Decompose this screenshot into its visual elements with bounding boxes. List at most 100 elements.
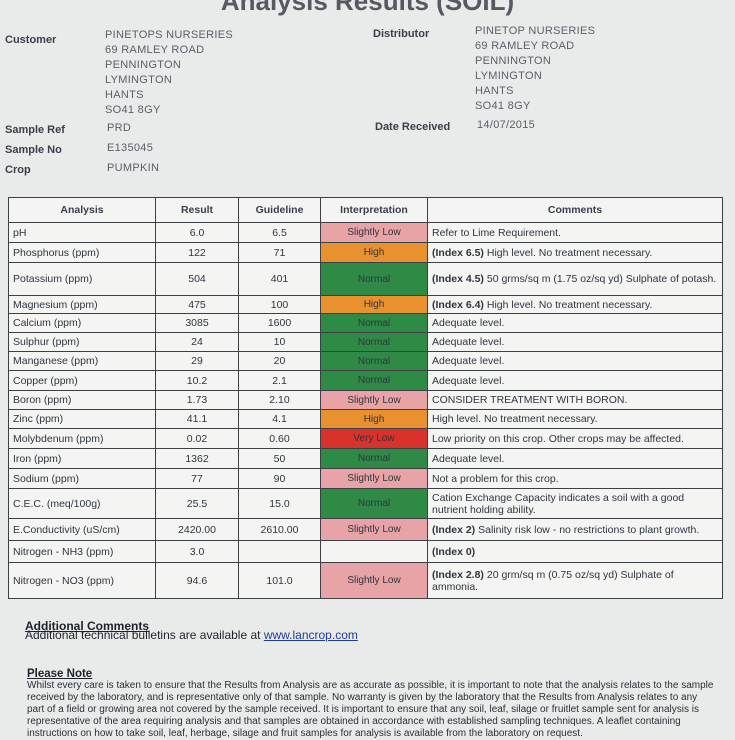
guideline: 1600 xyxy=(238,313,321,333)
table-row: pH 6.0 6.5 Slightly Low Refer to Lime Requir… xyxy=(8,222,723,243)
guideline: 2.1 xyxy=(238,370,321,391)
address-line: PENNINGTON xyxy=(475,55,552,67)
analysis: Nitrogen - NH3 (ppm) xyxy=(8,540,156,563)
table-row: Calcium (ppm) 3085 1600 Normal Adequate leve… xyxy=(8,313,723,333)
result: 0.02 xyxy=(155,428,239,449)
comment-index: (Index 6.4) xyxy=(432,298,484,311)
column-header: Comments xyxy=(427,197,723,223)
comment: Cation Exchange Capacity indicates a soi… xyxy=(427,488,723,519)
comment-text: High level. No treatment necessary. xyxy=(432,413,598,425)
comment-text: Refer to Lime Requirement. xyxy=(432,226,561,239)
analysis: E.Conductivity (uS/cm) xyxy=(8,518,156,541)
sample-ref-label: Sample Ref xyxy=(5,124,65,136)
comment-text: High level. No treatment necessary. xyxy=(486,298,653,311)
comment-text: CONSIDER TREATMENT WITH BORON. xyxy=(432,394,628,406)
comment: Adequate level. xyxy=(427,448,723,469)
interpretation: High xyxy=(320,295,428,314)
analysis: Molybdenum (ppm) xyxy=(8,428,156,449)
comment-text: Salinity risk low - no restrictions to p… xyxy=(478,523,700,536)
table-row: Boron (ppm) 1.73 2.10 Slightly Low CONSIDER … xyxy=(8,390,723,410)
address-line: 69 RAMLEY ROAD xyxy=(475,40,575,52)
address-line: PINETOPS NURSERIES xyxy=(105,29,234,41)
interpretation: High xyxy=(320,409,428,429)
table-row: C.E.C. (meq/100g) 25.5 15.0 Normal Cation Ex… xyxy=(8,488,723,519)
interpretation: Very Low xyxy=(320,428,428,449)
interpretation: High xyxy=(320,242,428,263)
column-header: Result xyxy=(155,197,239,223)
address-line: 69 RAMLEY ROAD xyxy=(105,44,205,56)
customer-address: PINETOPS NURSERIES 69 RAMLEY ROAD PENNINGT… xyxy=(105,28,233,118)
interpretation: Normal xyxy=(320,351,428,371)
comment-text: Low priority on this crop. Other crops m… xyxy=(432,432,684,445)
guideline: 101.0 xyxy=(238,562,321,599)
comment-index: (Index 2) xyxy=(432,523,476,536)
table-row: Iron (ppm) 1362 50 Normal Adequate level. xyxy=(8,448,723,469)
comment: (Index 0) xyxy=(427,540,723,563)
crop: PUMPKIN xyxy=(107,162,160,174)
result: 25.5 xyxy=(155,488,239,519)
comment: Adequate level. xyxy=(427,332,723,352)
guideline: 401 xyxy=(238,262,321,296)
comment: (Index 4.5) 50 grms/sq m (1.75 oz/sq yd)… xyxy=(427,262,723,296)
comment: Not a problem for this crop. xyxy=(427,468,723,489)
table-row: Molybdenum (ppm) 0.02 0.60 Very Low Low prio… xyxy=(8,428,723,449)
guideline: 15.0 xyxy=(238,488,321,519)
table-row: Copper (ppm) 10.2 2.1 Normal Adequate level. xyxy=(8,370,723,391)
results-table: Analysis Result Guideline Interpretation Com… xyxy=(8,197,723,599)
distributor-label: Distributor xyxy=(373,28,430,40)
guideline: 2.10 xyxy=(238,390,321,410)
additional-body: Additional technical bulletins are avail… xyxy=(25,628,261,642)
comment-text: Adequate level. xyxy=(432,317,505,329)
interpretation: Normal xyxy=(320,262,428,296)
analysis: Magnesium (ppm) xyxy=(8,295,156,314)
address-line: HANTS xyxy=(105,89,144,101)
table-row: Magnesium (ppm) 475 100 High (Index 6.4) Hig… xyxy=(8,295,723,314)
analysis: Sulphur (ppm) xyxy=(8,332,156,352)
interpretation: Slightly Low xyxy=(320,222,428,243)
address-line: SO41 8GY xyxy=(475,100,531,112)
comment: (Index 6.5) High level. No treatment nec… xyxy=(427,242,723,263)
table-row: Manganese (ppm) 29 20 Normal Adequate level. xyxy=(8,351,723,371)
website-link[interactable]: www.lancrop.com xyxy=(263,628,358,642)
comment: (Index 6.4) High level. No treatment nec… xyxy=(427,295,723,314)
sample-no: E135045 xyxy=(107,142,154,154)
analysis: Iron (ppm) xyxy=(8,448,156,469)
comment: CONSIDER TREATMENT WITH BORON. xyxy=(427,390,723,410)
comment: (Index 2) Salinity risk low - no restric… xyxy=(427,518,723,541)
comment-index: (Index 0) xyxy=(432,545,476,558)
comment: Low priority on this crop. Other crops m… xyxy=(427,428,723,449)
guideline: 50 xyxy=(238,448,321,469)
interpretation: Normal xyxy=(320,370,428,391)
note-heading: Please Note xyxy=(27,668,93,680)
comment: Adequate level. xyxy=(427,370,723,391)
guideline: 6.5 xyxy=(238,222,321,243)
result: 77 xyxy=(155,468,239,489)
column-header: Guideline xyxy=(238,197,321,223)
interpretation: Slightly Low xyxy=(320,390,428,410)
comment-text: Not a problem for this crop. xyxy=(432,472,559,485)
analysis: Manganese (ppm) xyxy=(8,351,156,371)
analysis: Sodium (ppm) xyxy=(8,468,156,489)
column-header: Analysis xyxy=(8,197,156,223)
result: 29 xyxy=(155,351,239,371)
comment: Adequate level. xyxy=(427,351,723,371)
date-label: Date Received xyxy=(375,121,451,133)
result: 3085 xyxy=(155,313,239,333)
sample-ref: PRD xyxy=(107,122,132,134)
table-row: Sodium (ppm) 77 90 Slightly Low Not a proble… xyxy=(8,468,723,489)
interpretation: Slightly Low xyxy=(320,468,428,489)
result: 41.1 xyxy=(155,409,239,429)
guideline: 71 xyxy=(238,242,321,263)
result: 6.0 xyxy=(155,222,239,243)
analysis: C.E.C. (meq/100g) xyxy=(8,488,156,519)
result: 1362 xyxy=(155,448,239,469)
comment-text: 20 grm/sq m (0.75 oz/sq yd) Sulphate of … xyxy=(432,568,674,593)
date: 14/07/2015 xyxy=(477,119,536,131)
address-line: LYMINGTON xyxy=(475,70,543,82)
table-row: Phosphorus (ppm) 122 71 High (Index 6.5) Hig… xyxy=(8,242,723,263)
table-row: Zinc (ppm) 41.1 4.1 High High level. No trea… xyxy=(8,409,723,429)
result: 10.2 xyxy=(155,370,239,391)
analysis: Copper (ppm) xyxy=(8,370,156,391)
comment-text: Adequate level. xyxy=(432,336,505,348)
